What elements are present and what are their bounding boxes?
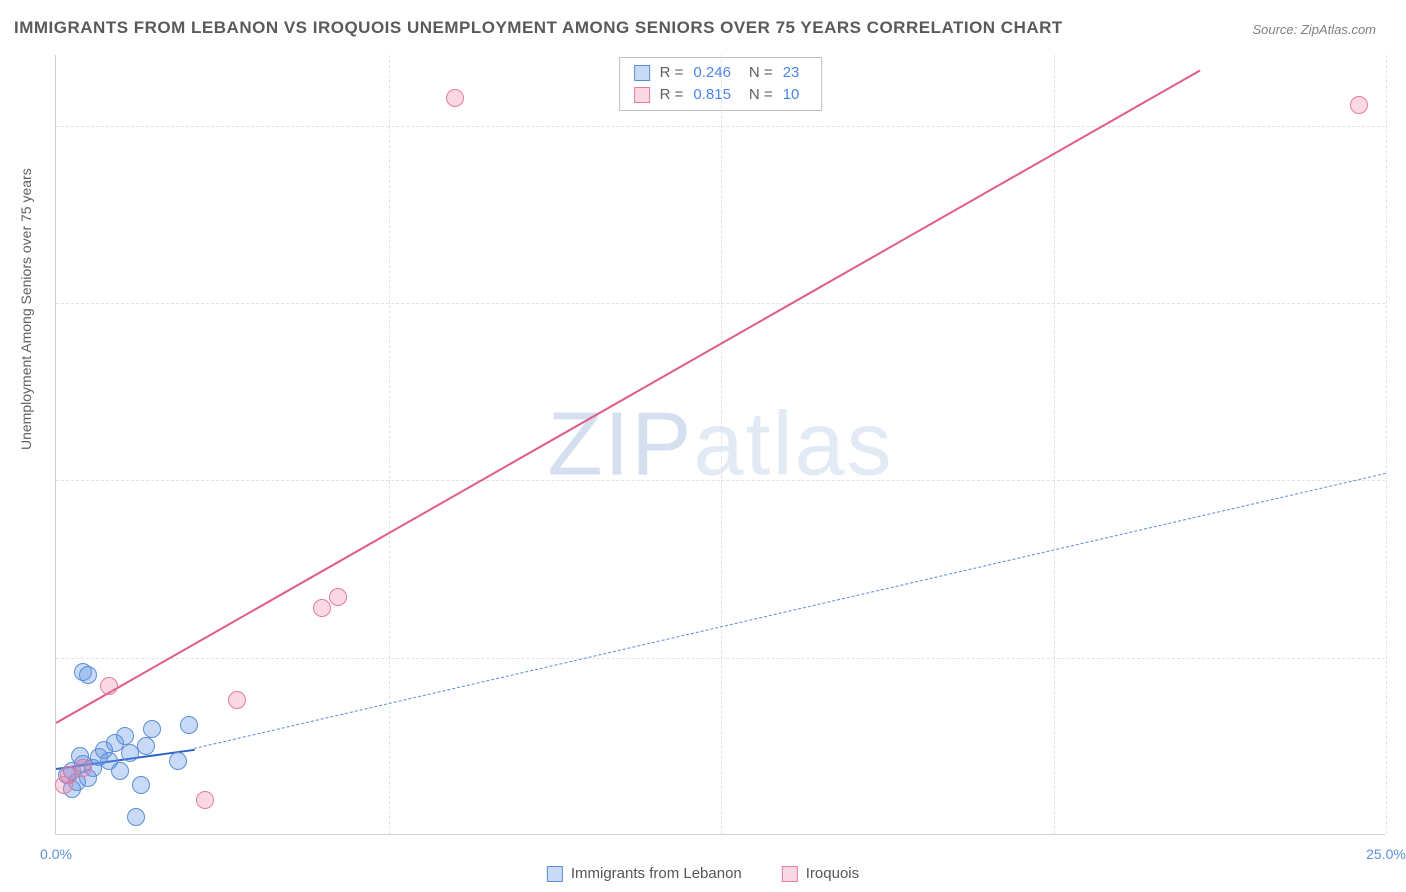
scatter-point	[132, 776, 150, 794]
x-tick-label: 0.0%	[40, 846, 72, 862]
scatter-point	[1350, 96, 1368, 114]
stat-value-n: 10	[783, 84, 800, 106]
scatter-point	[100, 677, 118, 695]
trend-line	[194, 473, 1386, 749]
bottom-legend: Immigrants from Lebanon Iroquois	[547, 865, 859, 882]
chart-title: IMMIGRANTS FROM LEBANON VS IROQUOIS UNEM…	[14, 18, 1063, 38]
stat-value-n: 23	[783, 62, 800, 84]
legend-swatch	[634, 87, 650, 103]
stat-label-r: R =	[660, 84, 684, 106]
gridline-vertical	[389, 55, 390, 834]
y-tick-label: 75.0%	[1395, 295, 1406, 311]
legend-swatch	[634, 65, 650, 81]
scatter-point	[116, 727, 134, 745]
y-axis-label: Unemployment Among Seniors over 75 years	[18, 168, 34, 450]
stat-label-n: N =	[749, 62, 773, 84]
watermark-part-b: atlas	[693, 394, 893, 494]
gridline-vertical	[1054, 55, 1055, 834]
source-label: Source: ZipAtlas.com	[1252, 22, 1376, 37]
scatter-point	[169, 752, 187, 770]
scatter-point	[446, 89, 464, 107]
scatter-point	[127, 808, 145, 826]
y-tick-label: 50.0%	[1395, 472, 1406, 488]
y-tick-label: 25.0%	[1395, 650, 1406, 666]
scatter-point	[143, 720, 161, 738]
scatter-point	[180, 716, 198, 734]
legend-label: Immigrants from Lebanon	[571, 865, 742, 882]
scatter-point	[137, 737, 155, 755]
x-tick-label: 25.0%	[1366, 846, 1406, 862]
stat-label-r: R =	[660, 62, 684, 84]
legend-label: Iroquois	[806, 865, 859, 882]
stat-label-n: N =	[749, 84, 773, 106]
gridline-vertical	[1386, 55, 1387, 834]
legend-item: Immigrants from Lebanon	[547, 865, 742, 882]
scatter-point	[329, 588, 347, 606]
y-tick-label: 100.0%	[1395, 118, 1406, 134]
watermark-part-a: ZIP	[547, 394, 693, 494]
stat-value-r: 0.815	[693, 84, 731, 106]
legend-swatch	[547, 866, 563, 882]
plot-area: ZIPatlas R =0.246N =23R =0.815N =10 25.0…	[55, 55, 1385, 835]
scatter-point	[79, 666, 97, 684]
trend-line	[56, 69, 1201, 723]
stat-value-r: 0.246	[693, 62, 731, 84]
legend-swatch	[782, 866, 798, 882]
scatter-point	[313, 599, 331, 617]
scatter-point	[196, 791, 214, 809]
scatter-point	[228, 691, 246, 709]
legend-item: Iroquois	[782, 865, 859, 882]
scatter-point	[74, 759, 92, 777]
gridline-vertical	[721, 55, 722, 834]
scatter-point	[111, 762, 129, 780]
